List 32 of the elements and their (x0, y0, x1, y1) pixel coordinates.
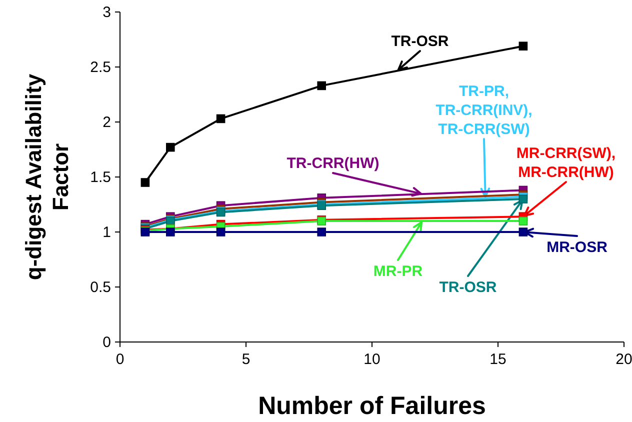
point (166, 228, 175, 236)
x-tick-label: 15 (490, 351, 506, 368)
point (518, 228, 528, 236)
y-tick-label: 0.5 (90, 279, 111, 296)
x-tick-label: 5 (242, 351, 250, 368)
point (216, 228, 226, 236)
point (518, 194, 528, 204)
x-tick-label: 0 (116, 351, 124, 368)
y-tick-label: 0 (102, 334, 111, 351)
point (166, 142, 175, 152)
text: MR-CRR(SW), MR-CRR(HW) (516, 145, 616, 181)
text: TR-PR, TR-CRR(INV), TR-CRR(SW) (436, 83, 532, 138)
point (216, 114, 226, 124)
series-label: TR-CRR(HW) (286, 155, 380, 172)
series-label: TR-OSR (391, 33, 449, 50)
point (317, 228, 326, 236)
point (518, 42, 528, 50)
point (140, 178, 150, 187)
y-tick-label: 1 (102, 224, 111, 241)
x-axis-title: Number of Failures (258, 392, 486, 420)
y-tick-label: 2 (102, 114, 111, 131)
x-tick-label: 10 (364, 351, 380, 368)
y-tick-label: 3 (102, 4, 111, 21)
text: TR-OSR (439, 279, 497, 296)
x-tick-label: 20 (616, 351, 632, 368)
y-axis-title: q-digest Availability Factor (21, 73, 73, 280)
y-tick-label: 1.5 (90, 169, 111, 186)
point (518, 216, 528, 226)
y-tick-label: 2.5 (90, 59, 111, 76)
legend-label: MR-OSR (546, 239, 608, 256)
text: MR-PR (373, 263, 423, 280)
point (317, 81, 326, 90)
